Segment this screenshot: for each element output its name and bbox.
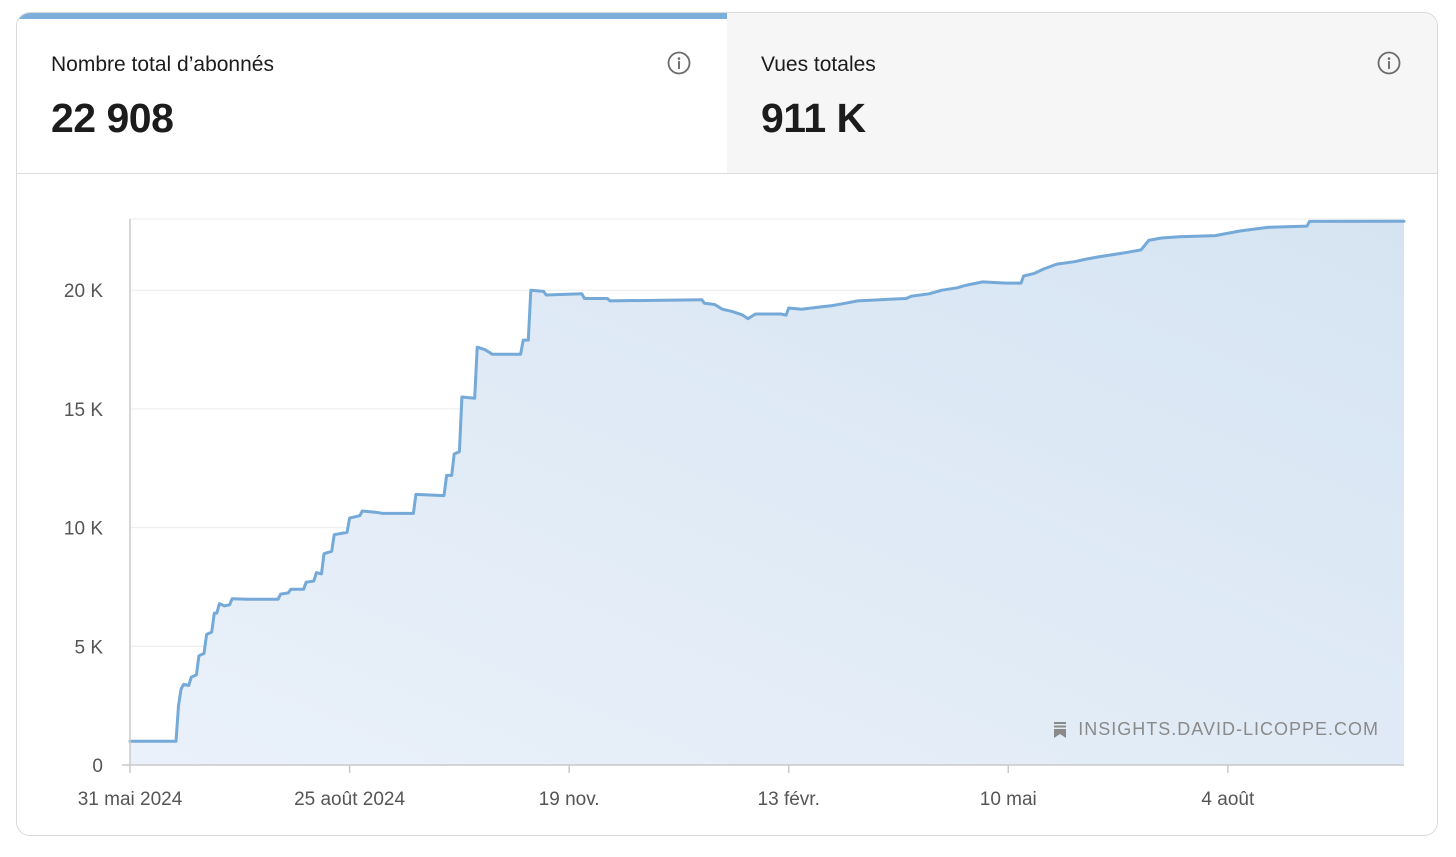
x-tick-label: 10 mai bbox=[980, 789, 1037, 810]
x-tick-label: 25 août 2024 bbox=[294, 789, 405, 810]
series-area bbox=[130, 221, 1404, 765]
tab-label: Nombre total d’abonnés bbox=[51, 53, 274, 76]
metric-tabs: Nombre total d’abonnés 22 908 Vues total… bbox=[17, 13, 1437, 174]
series-line bbox=[128, 219, 1406, 743]
watermark-text: INSIGHTS.DAVID-LICOPPE.COM bbox=[1078, 719, 1379, 739]
tab-total-subscribers[interactable]: Nombre total d’abonnés 22 908 bbox=[17, 13, 727, 173]
info-circle-icon[interactable] bbox=[1377, 51, 1401, 75]
y-tick-label: 10 K bbox=[64, 519, 103, 540]
tab-value: 22 908 bbox=[51, 95, 174, 141]
x-tick-label: 13 févr. bbox=[758, 789, 820, 810]
tab-value: 911 K bbox=[761, 95, 866, 141]
subscribers-chart: 0 5 K 10 K 15 K 20 K 31 mai 2024 25 août 2024 1… bbox=[64, 218, 1406, 810]
bookmark-stack-icon bbox=[1054, 721, 1067, 738]
y-tick-label: 15 K bbox=[64, 400, 103, 421]
chart-area: 0 5 K 10 K 15 K 20 K 31 mai 2024 25 août 2024 1… bbox=[17, 174, 1437, 834]
tab-total-views[interactable]: Vues totales 911 K bbox=[727, 13, 1437, 173]
info-circle-icon[interactable] bbox=[667, 51, 691, 75]
watermark: INSIGHTS.DAVID-LICOPPE.COM bbox=[1052, 719, 1379, 740]
tab-label: Vues totales bbox=[761, 53, 876, 76]
x-tick-label: 19 nov. bbox=[539, 789, 600, 810]
y-tick-label: 5 K bbox=[74, 637, 103, 658]
y-tick-label: 20 K bbox=[64, 281, 103, 302]
y-tick-label: 0 bbox=[92, 756, 103, 777]
stats-card: Nombre total d’abonnés 22 908 Vues total… bbox=[16, 12, 1438, 836]
x-tick-label: 4 août bbox=[1201, 789, 1255, 810]
x-tick-label: 31 mai 2024 bbox=[78, 789, 183, 810]
